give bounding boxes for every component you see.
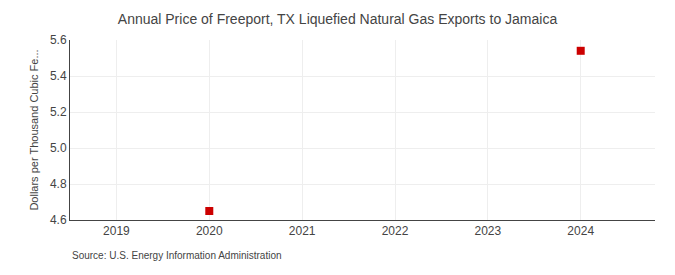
svg-text:2019: 2019	[103, 224, 130, 238]
svg-text:4.8: 4.8	[50, 177, 67, 191]
svg-text:Dollars per Thousand Cubic Fe.: Dollars per Thousand Cubic Fe...	[28, 49, 40, 210]
svg-text:2022: 2022	[382, 224, 409, 238]
svg-text:Annual Price of Freeport, TX L: Annual Price of Freeport, TX Liquefied N…	[118, 11, 558, 27]
svg-text:Source: U.S. Energy Informatio: Source: U.S. Energy Information Administ…	[72, 250, 282, 261]
svg-text:5.0: 5.0	[50, 141, 67, 155]
svg-text:5.2: 5.2	[50, 105, 67, 119]
svg-text:2020: 2020	[196, 224, 223, 238]
svg-text:2021: 2021	[289, 224, 316, 238]
svg-text:2023: 2023	[475, 224, 502, 238]
svg-text:5.6: 5.6	[50, 33, 67, 47]
svg-text:2024: 2024	[567, 224, 594, 238]
svg-text:5.4: 5.4	[50, 69, 67, 83]
svg-text:4.6: 4.6	[50, 213, 67, 227]
